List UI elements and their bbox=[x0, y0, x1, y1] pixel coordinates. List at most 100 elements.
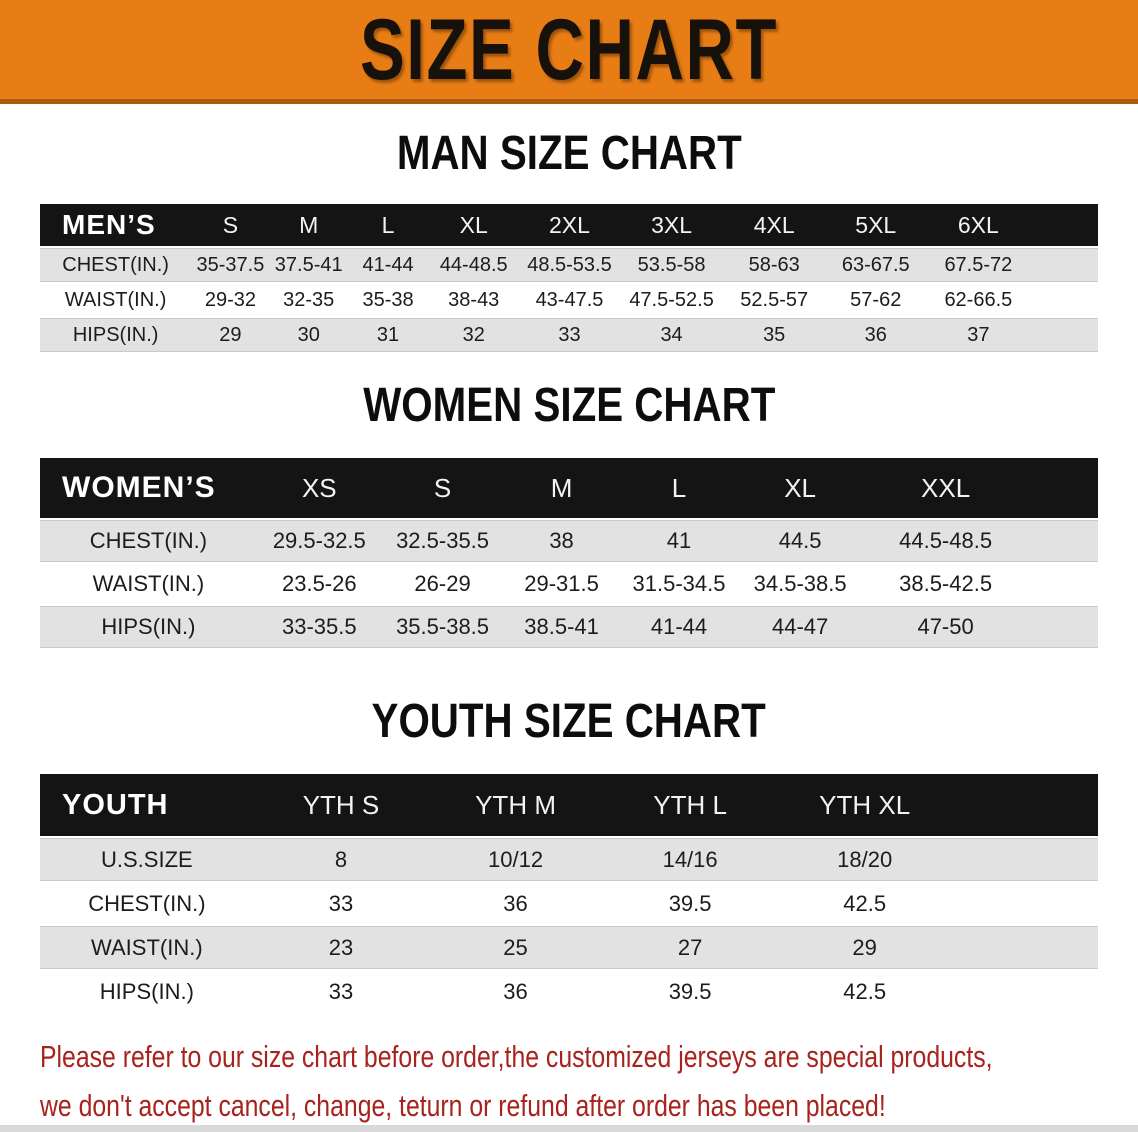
size-value: 58-63 bbox=[723, 248, 825, 282]
disclaimer: Please refer to our size chart before or… bbox=[40, 1032, 1138, 1130]
size-value: 29 bbox=[777, 926, 952, 969]
size-value: 32.5-35.5 bbox=[381, 520, 504, 562]
size-value: 26-29 bbox=[381, 564, 504, 604]
size-value: 23 bbox=[253, 926, 429, 969]
filler-cell bbox=[951, 926, 1098, 969]
men-size-header: 6XL bbox=[926, 204, 1031, 246]
men-hips-row: HIPS(IN.) 29 30 31 32 33 34 35 36 37 bbox=[40, 318, 1098, 352]
size-value: 30 bbox=[269, 318, 348, 352]
women-hips-row: HIPS(IN.) 33-35.5 35.5-38.5 38.5-41 41-4… bbox=[40, 606, 1098, 648]
size-value: 35-38 bbox=[347, 284, 429, 316]
size-value: 42.5 bbox=[777, 971, 952, 1012]
size-value: 48.5-53.5 bbox=[519, 248, 620, 282]
size-value: 47.5-52.5 bbox=[619, 284, 724, 316]
size-value: 34 bbox=[619, 318, 724, 352]
youth-size-header: YTH M bbox=[428, 774, 603, 836]
filler-cell bbox=[1030, 318, 1098, 352]
women-group-label: WOMEN’S bbox=[40, 458, 257, 518]
men-group-label: MEN’S bbox=[40, 204, 192, 246]
men-table-header-row: MEN’S S M L XL 2XL 3XL 4XL 5XL 6XL bbox=[40, 204, 1098, 246]
size-value: 44-48.5 bbox=[428, 248, 520, 282]
size-value: 37 bbox=[926, 318, 1031, 352]
size-value: 41-44 bbox=[347, 248, 429, 282]
youth-section-heading: YOUTH SIZE CHART bbox=[0, 650, 1138, 772]
filler-cell bbox=[951, 883, 1098, 924]
size-value: 52.5-57 bbox=[723, 284, 825, 316]
size-value: 36 bbox=[824, 318, 927, 352]
size-value: 57-62 bbox=[824, 284, 927, 316]
row-label: WAIST(IN.) bbox=[40, 564, 257, 604]
size-value: 36 bbox=[428, 971, 603, 1012]
men-size-header: 5XL bbox=[824, 204, 927, 246]
size-value: 29.5-32.5 bbox=[256, 520, 382, 562]
size-value: 35 bbox=[723, 318, 825, 352]
size-value: 47-50 bbox=[862, 606, 1030, 648]
men-section-heading: MAN SIZE CHART bbox=[0, 104, 1138, 202]
filler-cell bbox=[1029, 564, 1098, 604]
men-waist-row: WAIST(IN.) 29-32 32-35 35-38 38-43 43-47… bbox=[40, 284, 1098, 316]
women-size-header: S bbox=[381, 458, 504, 518]
banner-title: SIZE CHART bbox=[359, 1, 779, 98]
filler-cell bbox=[951, 838, 1098, 881]
size-value: 44.5-48.5 bbox=[862, 520, 1030, 562]
youth-size-header: YTH XL bbox=[777, 774, 952, 836]
men-section-heading-text: MAN SIZE CHART bbox=[396, 127, 742, 180]
youth-group-label: YOUTH bbox=[40, 774, 254, 836]
size-value: 14/16 bbox=[602, 838, 778, 881]
size-value: 37.5-41 bbox=[269, 248, 348, 282]
men-size-header: 2XL bbox=[519, 204, 620, 246]
men-chest-row: CHEST(IN.) 35-37.5 37.5-41 41-44 44-48.5… bbox=[40, 248, 1098, 282]
men-size-header: L bbox=[347, 204, 429, 246]
size-value: 10/12 bbox=[428, 838, 603, 881]
row-label: WAIST(IN.) bbox=[40, 926, 254, 969]
size-value: 31.5-34.5 bbox=[619, 564, 739, 604]
size-value: 43-47.5 bbox=[519, 284, 620, 316]
size-value: 42.5 bbox=[777, 883, 952, 924]
youth-size-header: YTH S bbox=[253, 774, 429, 836]
size-value: 63-67.5 bbox=[824, 248, 927, 282]
women-waist-row: WAIST(IN.) 23.5-26 26-29 29-31.5 31.5-34… bbox=[40, 564, 1098, 604]
men-size-header: XL bbox=[428, 204, 520, 246]
size-value: 67.5-72 bbox=[926, 248, 1031, 282]
size-value: 38 bbox=[503, 520, 620, 562]
filler-cell bbox=[1029, 520, 1098, 562]
youth-section-heading-text: YOUTH SIZE CHART bbox=[371, 695, 767, 748]
women-chest-row: CHEST(IN.) 29.5-32.5 32.5-35.5 38 41 44.… bbox=[40, 520, 1098, 562]
size-value: 38.5-41 bbox=[503, 606, 620, 648]
size-value: 29 bbox=[191, 318, 270, 352]
banner: SIZE CHART bbox=[0, 0, 1138, 104]
size-value: 25 bbox=[428, 926, 603, 969]
filler-cell bbox=[1030, 204, 1098, 246]
size-value: 36 bbox=[428, 883, 603, 924]
women-section-heading: WOMEN SIZE CHART bbox=[0, 354, 1138, 456]
size-value: 29-31.5 bbox=[503, 564, 620, 604]
row-label: HIPS(IN.) bbox=[40, 971, 254, 1012]
men-size-header: S bbox=[191, 204, 270, 246]
women-size-table: WOMEN’S XS S M L XL XXL CHEST(IN.) 29.5-… bbox=[40, 456, 1098, 650]
row-label: HIPS(IN.) bbox=[40, 318, 192, 352]
disclaimer-line-2-text: we don't accept cancel, change, teturn o… bbox=[40, 1088, 886, 1123]
row-label: CHEST(IN.) bbox=[40, 883, 254, 924]
disclaimer-line-2: we don't accept cancel, change, teturn o… bbox=[40, 1081, 1138, 1130]
size-value: 62-66.5 bbox=[926, 284, 1031, 316]
size-value: 32 bbox=[428, 318, 520, 352]
size-value: 23.5-26 bbox=[256, 564, 382, 604]
size-value: 44-47 bbox=[738, 606, 863, 648]
disclaimer-line-1: Please refer to our size chart before or… bbox=[40, 1032, 1138, 1081]
row-label: CHEST(IN.) bbox=[40, 248, 192, 282]
size-value: 53.5-58 bbox=[619, 248, 724, 282]
size-value: 35-37.5 bbox=[191, 248, 270, 282]
women-section-heading-text: WOMEN SIZE CHART bbox=[362, 379, 776, 432]
size-value: 41-44 bbox=[619, 606, 739, 648]
youth-size-header: YTH L bbox=[602, 774, 778, 836]
row-label: HIPS(IN.) bbox=[40, 606, 257, 648]
size-value: 33 bbox=[253, 971, 429, 1012]
youth-size-table: YOUTH YTH S YTH M YTH L YTH XL U.S.SIZE … bbox=[40, 772, 1098, 1014]
size-value: 39.5 bbox=[602, 971, 778, 1012]
size-value: 41 bbox=[619, 520, 739, 562]
women-size-header: M bbox=[503, 458, 620, 518]
filler-cell bbox=[1029, 458, 1098, 518]
youth-table-header-row: YOUTH YTH S YTH M YTH L YTH XL bbox=[40, 774, 1098, 836]
size-value: 34.5-38.5 bbox=[738, 564, 863, 604]
